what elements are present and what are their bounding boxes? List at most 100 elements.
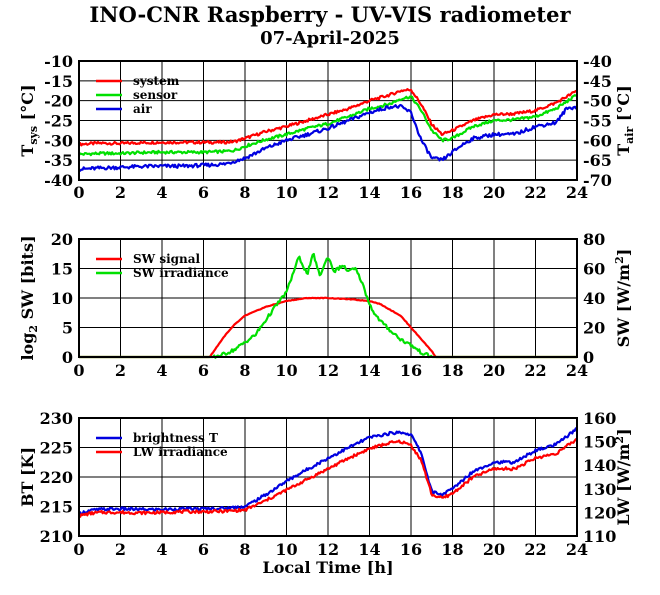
x-tick-label: 4 [156,183,167,202]
y-tick-label-left: 5 [62,319,73,338]
x-tick-label: 2 [115,540,126,559]
x-tick-label: 14 [358,361,380,380]
y-axis-label-right: SW [W/m2] [613,249,633,348]
legend: brightness TLW irradiance [96,431,228,459]
x-tick-label: 6 [198,361,209,380]
x-tick-label: 22 [524,540,546,559]
y-tick-label-left: 10 [51,289,73,308]
legend-label: SW irradiance [133,266,229,280]
y-tick-label-left: 15 [51,260,73,279]
y-tick-label-right: 110 [583,527,616,546]
x-tick-label: 16 [400,361,422,380]
y-tick-label-left: -25 [44,112,73,131]
legend-label: system [133,74,180,88]
x-tick-label: 12 [317,361,339,380]
y-tick-label-left: -35 [44,151,73,170]
y-axis-label-left: log2 SW [bits] [18,235,40,360]
x-tick-label: 24 [566,183,588,202]
y-tick-label-right: 140 [583,456,616,475]
plot-frame [78,417,578,537]
x-tick-label: 16 [400,540,422,559]
y-tick-label-right: 160 [583,409,616,428]
y-tick-label-left: 220 [40,468,73,487]
chart-panel-3: 0 2 4 6 8 10 12 14 16 18 20 22 242302252202152101601… [18,409,633,577]
y-axis-label-right: LW [W/m2] [613,428,633,525]
x-tick-label: 4 [156,361,167,380]
y-tick-label-left: 215 [40,498,73,517]
x-tick-label: 0 [73,183,84,202]
x-tick-label: 2 [115,183,126,202]
x-tick-label: 18 [441,540,463,559]
plot-frame [78,60,578,181]
series-line-system [78,88,578,147]
y-tick-label-left: -20 [44,92,73,111]
x-tick-label: 18 [441,361,463,380]
x-tick-label: 18 [441,183,463,202]
chart-title: INO-CNR Raspberry - UV-VIS radiometer [89,2,571,27]
y-tick-label-right: -50 [583,92,612,111]
x-tick-label: 2 [115,361,126,380]
chart-panel-1: 0 2 4 6 8 10 12 14 16 18 20 22 24-10-15-20-25-30-35-… [18,52,636,202]
y-tick-label-right: -40 [583,52,612,71]
x-tick-label: 10 [275,183,297,202]
y-tick-label-right: 150 [583,433,616,452]
x-tick-label: 8 [239,540,250,559]
y-tick-label-left: 210 [40,527,73,546]
x-tick-label: 14 [358,540,380,559]
x-tick-label: 10 [275,361,297,380]
y-tick-label-right: 40 [583,289,605,308]
y-tick-label-right: -55 [583,112,612,131]
x-tick-label: 12 [317,540,339,559]
series-line-sensor [78,94,578,157]
x-tick-label: 8 [239,361,250,380]
y-axis-label-left: Tsys [°C] [18,84,40,156]
plot-frame [78,238,578,358]
x-tick-label: 22 [524,183,546,202]
x-tick-label: 20 [483,361,505,380]
y-tick-label-right: 130 [583,480,616,499]
y-tick-label-right: 60 [583,260,605,279]
y-tick-label-right: 80 [583,230,605,249]
x-tick-label: 4 [156,540,167,559]
series-line-air [78,103,578,173]
chart-date: 07-April-2025 [260,28,400,49]
series-line-lw-irradiance [78,438,578,519]
y-tick-label-left: -15 [44,72,73,91]
y-tick-label-left: 225 [40,439,73,458]
y-tick-label-left: -40 [44,171,73,190]
legend-label: LW irradiance [133,445,228,459]
x-tick-label: 14 [358,183,380,202]
x-tick-label: 6 [198,540,209,559]
y-tick-label-left: 0 [62,348,73,367]
x-tick-label: 6 [198,183,209,202]
y-axis-label-right: Tair [°C] [614,85,636,155]
x-tick-label: 0 [73,361,84,380]
legend-label: air [133,102,152,116]
legend-label: brightness T [133,431,218,445]
y-tick-label-left: 20 [51,230,73,249]
x-tick-label: 24 [566,361,588,380]
y-tick-label-left: 230 [40,409,73,428]
y-tick-label-right: 120 [583,503,616,522]
x-tick-label: 16 [400,183,422,202]
y-tick-label-right: -65 [583,151,612,170]
legend-label: sensor [133,88,178,102]
y-tick-label-left: -30 [44,131,73,150]
x-tick-label: 20 [483,183,505,202]
x-tick-label: 10 [275,540,297,559]
y-axis-label-left: BT [K] [18,447,37,507]
series-line-brightness-t [78,426,578,516]
x-tick-label: 20 [483,540,505,559]
x-tick-label: 24 [566,540,588,559]
y-tick-label-right: -70 [583,171,612,190]
x-tick-label: 12 [317,183,339,202]
x-axis-label: Local Time [h] [262,558,393,577]
chart-panel-2: 0 2 4 6 8 10 12 14 16 18 20 22 2420151050806040200lo… [18,230,633,380]
y-tick-label-right: -45 [583,72,612,91]
x-tick-label: 8 [239,183,250,202]
y-tick-label-left: -10 [44,52,73,71]
y-tick-label-right: 20 [583,319,605,338]
